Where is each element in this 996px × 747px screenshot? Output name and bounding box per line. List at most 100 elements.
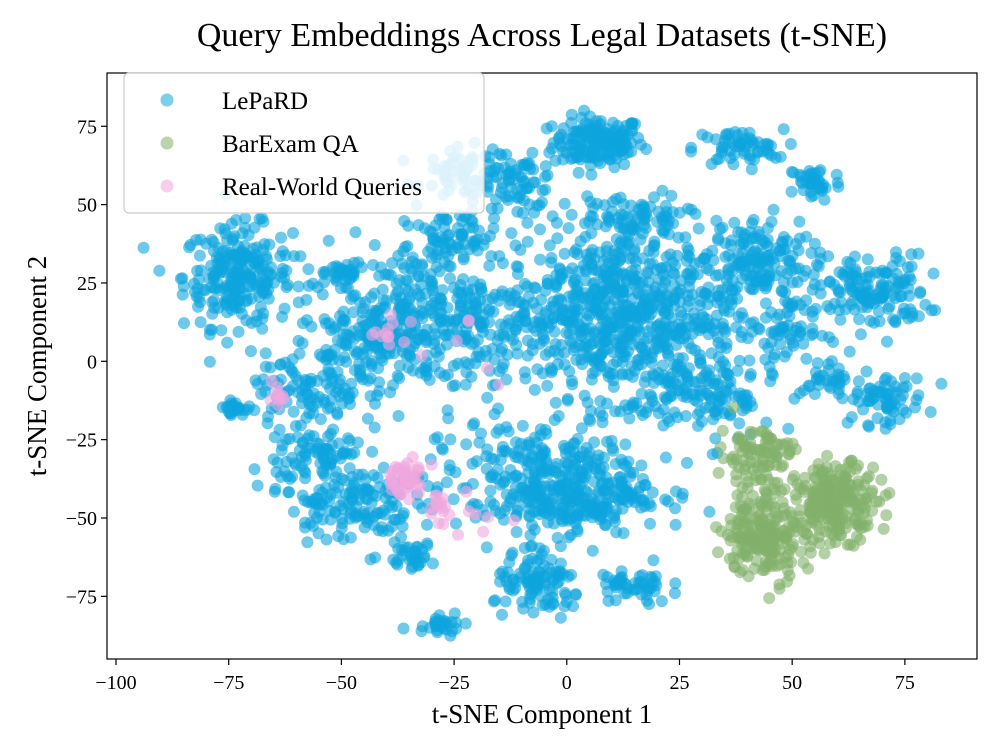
data-point xyxy=(447,493,460,506)
data-point xyxy=(390,500,403,512)
data-point xyxy=(661,412,674,425)
data-point xyxy=(562,476,575,489)
data-point xyxy=(860,365,873,378)
data-point xyxy=(753,509,766,522)
data-point xyxy=(902,312,915,325)
data-point xyxy=(203,355,216,368)
data-point xyxy=(709,269,722,282)
data-point xyxy=(724,513,737,525)
data-point xyxy=(379,492,392,504)
data-point xyxy=(910,394,923,406)
data-point xyxy=(603,152,616,165)
data-point xyxy=(776,285,789,298)
data-point xyxy=(366,445,379,458)
data-point xyxy=(507,514,520,527)
data-point xyxy=(530,443,543,456)
data-point xyxy=(524,529,537,542)
data-point xyxy=(372,362,385,375)
data-point xyxy=(275,231,287,244)
data-point xyxy=(866,484,879,497)
data-point xyxy=(636,341,648,354)
data-point xyxy=(317,266,330,279)
data-point xyxy=(554,270,567,283)
data-point xyxy=(335,522,348,535)
data-point xyxy=(705,393,718,406)
data-point xyxy=(733,417,746,430)
data-point xyxy=(883,300,896,313)
data-point xyxy=(894,290,907,303)
data-point xyxy=(457,251,470,263)
data-point xyxy=(743,497,756,510)
data-point xyxy=(797,556,810,569)
data-point xyxy=(521,334,534,347)
data-point xyxy=(393,359,406,372)
data-point xyxy=(813,523,826,536)
data-point xyxy=(582,450,595,463)
data-point xyxy=(608,491,621,504)
data-point xyxy=(595,360,608,373)
data-point xyxy=(480,362,493,375)
data-point xyxy=(339,339,352,352)
data-point xyxy=(813,370,826,383)
data-point xyxy=(302,279,315,292)
data-point xyxy=(402,219,415,232)
data-point xyxy=(744,436,757,449)
data-point xyxy=(694,349,706,362)
data-point xyxy=(835,529,848,541)
data-point xyxy=(786,437,799,450)
data-point xyxy=(425,507,438,520)
data-point xyxy=(431,431,444,444)
data-point xyxy=(663,372,676,384)
data-point xyxy=(205,233,218,246)
data-point xyxy=(566,378,579,391)
data-point xyxy=(386,483,398,496)
data-point xyxy=(460,485,473,498)
data-point xyxy=(759,297,772,310)
data-point xyxy=(777,276,790,289)
data-point xyxy=(818,547,831,560)
data-point xyxy=(571,131,584,144)
data-point xyxy=(322,234,335,247)
data-point xyxy=(694,405,707,418)
data-point xyxy=(586,367,599,380)
data-point xyxy=(450,241,463,254)
x-tick-label: 50 xyxy=(782,672,802,694)
data-point xyxy=(592,487,605,500)
data-point xyxy=(301,536,314,549)
data-point xyxy=(711,331,724,343)
data-point xyxy=(567,309,580,322)
data-point xyxy=(634,138,647,151)
data-point xyxy=(539,307,552,320)
data-point xyxy=(416,259,429,272)
data-point xyxy=(524,540,537,553)
data-point xyxy=(562,222,575,235)
data-point xyxy=(783,569,796,582)
data-point xyxy=(869,266,882,279)
data-point xyxy=(373,385,386,397)
data-point xyxy=(776,510,789,523)
data-point xyxy=(799,471,811,484)
data-point xyxy=(485,452,498,465)
data-point xyxy=(705,347,718,360)
data-point xyxy=(406,451,419,463)
data-point xyxy=(889,316,902,329)
data-point xyxy=(512,451,525,464)
data-point xyxy=(474,294,486,307)
data-point xyxy=(872,305,885,318)
data-point xyxy=(420,361,433,374)
data-point xyxy=(553,131,566,144)
data-point xyxy=(682,337,695,350)
data-point xyxy=(743,354,756,367)
data-point xyxy=(739,459,752,472)
data-point xyxy=(727,401,740,414)
data-point xyxy=(333,373,346,386)
data-point xyxy=(573,339,586,352)
data-point xyxy=(761,222,774,235)
data-point xyxy=(892,280,905,293)
points-layer xyxy=(137,104,948,642)
data-point xyxy=(744,225,757,238)
data-point xyxy=(670,328,683,341)
data-point xyxy=(720,337,733,350)
data-point xyxy=(868,316,880,329)
y-tick-label: 0 xyxy=(87,351,97,373)
